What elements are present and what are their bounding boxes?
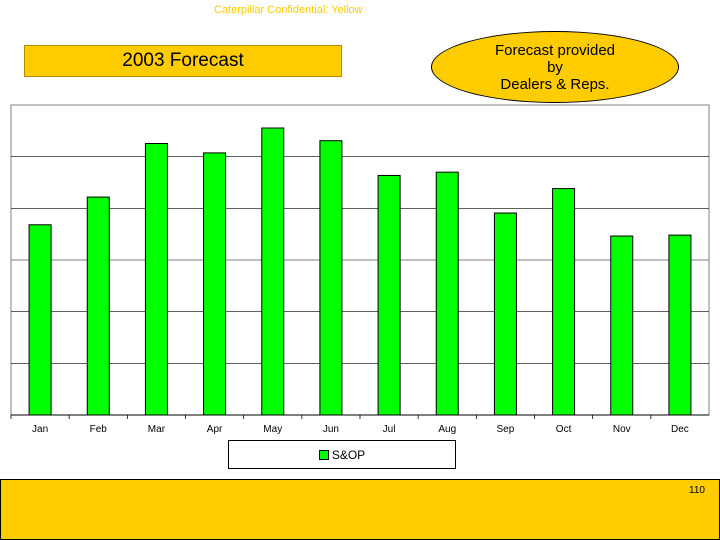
footer-bar: 110 bbox=[0, 479, 720, 540]
bar-sep bbox=[493, 212, 517, 416]
bars bbox=[28, 127, 692, 416]
bar-feb bbox=[86, 196, 110, 416]
x-tick-label-apr: Apr bbox=[207, 424, 223, 435]
bar-oct bbox=[552, 188, 576, 416]
x-tick-label-mar: Mar bbox=[148, 424, 166, 435]
callout-line-1: Forecast provided bbox=[494, 41, 616, 59]
bar-mar bbox=[144, 143, 168, 416]
x-tick-label-jan: Jan bbox=[32, 424, 48, 435]
bar-jan bbox=[28, 224, 52, 416]
bar-aug bbox=[435, 171, 459, 416]
bar-nov bbox=[610, 235, 634, 416]
bar-apr bbox=[203, 152, 227, 416]
confidential-label: Caterpillar Confidential: Yellow bbox=[214, 4, 363, 16]
callout-line-2: by bbox=[547, 58, 563, 76]
gridlines bbox=[10, 104, 710, 419]
x-tick-label-jun: Jun bbox=[323, 424, 339, 435]
legend-swatch bbox=[318, 449, 329, 460]
x-tick-label-dec: Dec bbox=[671, 424, 689, 435]
callout-line-3: Dealers & Reps. bbox=[500, 75, 610, 93]
legend-label: S&OP bbox=[331, 447, 366, 462]
callout-ellipse: Forecast provided by Dealers & Reps. bbox=[431, 31, 679, 103]
bar-jun bbox=[319, 140, 343, 416]
x-tick-label-nov: Nov bbox=[613, 424, 631, 435]
x-tick-label-aug: Aug bbox=[438, 424, 456, 435]
legend: S&OP bbox=[228, 440, 456, 469]
x-tick-label-sep: Sep bbox=[497, 424, 515, 435]
bar-may bbox=[261, 127, 285, 416]
bar-chart: Jan Feb Mar Apr May Jun Jul Aug Sep Oct Nov Dec bbox=[10, 104, 710, 435]
bar-jul bbox=[377, 174, 401, 416]
x-tick-label-oct: Oct bbox=[556, 424, 572, 435]
x-tick-label-feb: Feb bbox=[90, 424, 108, 435]
chart-title: 2003 Forecast bbox=[122, 50, 244, 71]
x-tick-label-may: May bbox=[263, 424, 282, 435]
x-tick-label-jul: Jul bbox=[383, 424, 396, 435]
title-box: 2003 Forecast bbox=[24, 45, 342, 77]
page-number: 110 bbox=[689, 485, 705, 496]
bar-dec bbox=[668, 234, 692, 416]
x-tick-labels: Jan Feb Mar Apr May Jun Jul Aug Sep Oct Nov Dec bbox=[32, 424, 689, 435]
